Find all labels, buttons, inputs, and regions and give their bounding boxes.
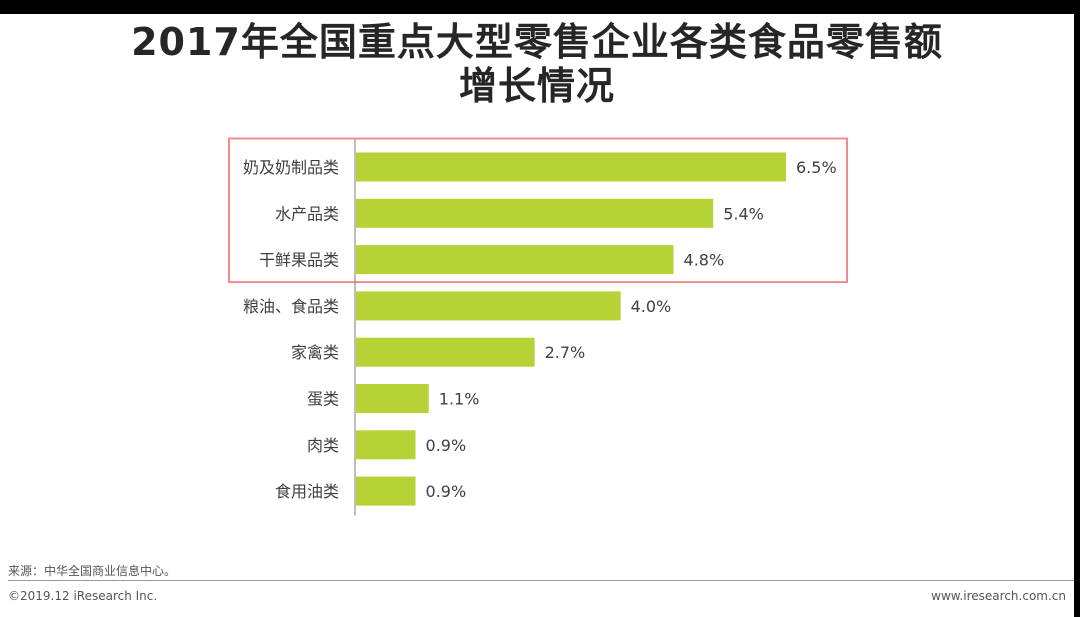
bar-1 — [356, 198, 714, 228]
value-label-0: 6.5% — [796, 158, 837, 177]
category-label-4: 家禽类 — [291, 343, 339, 362]
highlight-box — [228, 137, 848, 284]
bar-chart: 奶及奶制品类 6.5% 水产品类 5.4% 干鲜果品类 4.8% 粮油、食品类 4.0% 家禽类… — [228, 137, 848, 516]
category-label-7: 食用油类 — [275, 482, 339, 501]
bar-2 — [356, 245, 674, 275]
bar-5 — [356, 384, 429, 413]
category-label-2: 干鲜果品类 — [259, 251, 339, 270]
copyright-text: ©2019.12 iResearch Inc. — [8, 589, 158, 603]
source-note: 来源：中华全国商业信息中心。 — [8, 564, 177, 578]
bar-0 — [356, 152, 786, 182]
bar-6 — [356, 430, 416, 460]
value-label-6: 0.9% — [426, 436, 467, 455]
website-link[interactable]: www.iresearch.com.cn — [931, 589, 1066, 603]
chart-title: 2017年全国重点大型零售企业各类食品零售额 增长情况 — [0, 20, 1074, 108]
value-label-4: 2.7% — [545, 343, 586, 362]
footer-divider — [8, 580, 1074, 581]
value-label-1: 5.4% — [723, 204, 764, 223]
value-label-7: 0.9% — [426, 482, 467, 501]
chart-title-line-2: 增长情况 — [458, 64, 615, 108]
bar-7 — [356, 476, 416, 506]
category-label-5: 蛋类 — [307, 390, 339, 409]
category-label-6: 肉类 — [307, 436, 339, 455]
chart-title-line-1: 2017年全国重点大型零售企业各类食品零售额 — [131, 20, 943, 64]
category-label-0: 奶及奶制品类 — [243, 158, 339, 177]
category-label-1: 水产品类 — [275, 204, 339, 223]
bar-4 — [356, 337, 535, 367]
value-label-2: 4.8% — [684, 251, 725, 270]
value-label-3: 4.0% — [631, 297, 672, 316]
category-label-3: 粮油、食品类 — [243, 297, 339, 316]
value-label-5: 1.1% — [439, 390, 480, 409]
slide: 2017年全国重点大型零售企业各类食品零售额 增长情况 奶及奶制品类 6.5% 水产… — [0, 14, 1074, 617]
bar-3 — [356, 291, 621, 321]
